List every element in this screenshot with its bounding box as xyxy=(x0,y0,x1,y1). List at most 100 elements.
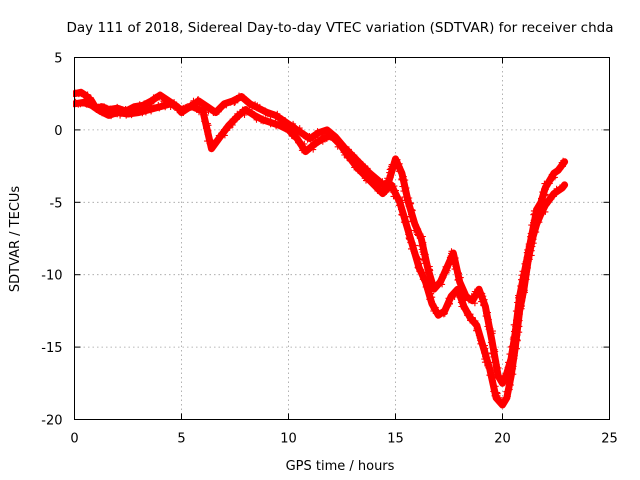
data-point xyxy=(489,377,496,384)
data-point xyxy=(440,274,447,281)
data-point xyxy=(490,388,497,395)
data-point xyxy=(286,128,293,135)
data-point xyxy=(530,211,537,218)
data-point xyxy=(473,294,480,301)
data-point xyxy=(216,105,223,112)
data-point xyxy=(388,182,395,189)
data-point xyxy=(498,400,505,407)
data-point xyxy=(486,372,493,379)
data-point xyxy=(544,199,551,206)
data-point xyxy=(164,99,170,106)
data-point xyxy=(491,392,498,399)
data-point xyxy=(552,190,559,196)
data-point xyxy=(267,118,274,125)
data-point xyxy=(409,207,416,214)
data-point xyxy=(391,189,398,196)
data-point xyxy=(262,116,269,123)
data-point xyxy=(536,219,543,226)
data-point xyxy=(471,300,478,307)
data-point xyxy=(516,317,523,324)
data-point xyxy=(428,290,434,297)
data-point xyxy=(519,303,525,310)
data-point xyxy=(434,279,441,286)
data-point xyxy=(197,98,204,105)
data-point xyxy=(211,140,218,147)
data-point xyxy=(424,286,431,293)
data-point xyxy=(322,127,329,134)
data-point xyxy=(231,100,238,106)
data-point xyxy=(430,306,437,313)
data-point xyxy=(314,128,321,135)
data-point xyxy=(521,287,528,294)
data-point xyxy=(406,229,412,236)
data-point xyxy=(395,202,402,209)
data-point xyxy=(542,208,549,215)
x-tick-label: 5 xyxy=(177,432,185,447)
data-point xyxy=(416,256,423,263)
data-point xyxy=(226,124,233,131)
data-point xyxy=(156,92,163,99)
data-point xyxy=(272,120,279,127)
data-point xyxy=(478,298,485,305)
data-point xyxy=(351,164,358,171)
series-band xyxy=(73,98,569,409)
data-point xyxy=(236,92,242,99)
data-point xyxy=(113,111,119,118)
data-point xyxy=(408,245,414,252)
data-point xyxy=(496,394,503,401)
data-point xyxy=(553,167,560,174)
data-point xyxy=(161,94,167,101)
data-point xyxy=(528,247,535,254)
data-point xyxy=(523,261,530,268)
data-point xyxy=(215,108,222,115)
data-point xyxy=(405,235,412,241)
data-point xyxy=(234,110,241,117)
data-point xyxy=(399,183,406,190)
data-point xyxy=(131,108,138,115)
data-point xyxy=(442,263,449,270)
data-point xyxy=(472,317,479,324)
data-point xyxy=(418,246,425,253)
data-point xyxy=(135,102,142,109)
data-point xyxy=(323,136,330,142)
data-point xyxy=(280,118,287,125)
data-point xyxy=(500,375,507,382)
data-point xyxy=(355,167,362,174)
data-point xyxy=(368,170,375,177)
data-point xyxy=(412,221,419,228)
data-point xyxy=(523,267,530,274)
data-point xyxy=(223,102,230,109)
data-point xyxy=(415,226,422,232)
data-point xyxy=(374,187,381,194)
data-point xyxy=(350,154,356,161)
data-point xyxy=(253,116,260,123)
data-point xyxy=(451,294,458,300)
data-point xyxy=(475,332,482,339)
data-point xyxy=(221,132,228,139)
data-point xyxy=(426,266,433,273)
data-point xyxy=(515,321,522,327)
data-point xyxy=(136,101,143,108)
data-point xyxy=(386,166,393,173)
data-point xyxy=(550,193,557,200)
data-point xyxy=(541,186,547,193)
data-point xyxy=(363,177,369,184)
data-point xyxy=(218,133,225,140)
data-point xyxy=(182,104,189,111)
data-point xyxy=(214,135,221,142)
data-point xyxy=(275,114,282,121)
data-point xyxy=(340,149,347,156)
data-point xyxy=(460,303,466,310)
data-point xyxy=(412,242,419,249)
data-point xyxy=(486,366,493,373)
data-point xyxy=(84,99,91,106)
data-point xyxy=(488,332,494,339)
data-point xyxy=(273,123,280,130)
data-point xyxy=(559,163,566,170)
data-point xyxy=(434,311,441,318)
x-tick-label: 20 xyxy=(494,432,511,447)
x-tick-label: 15 xyxy=(387,432,404,447)
data-point xyxy=(194,105,201,112)
data-point xyxy=(513,335,519,342)
